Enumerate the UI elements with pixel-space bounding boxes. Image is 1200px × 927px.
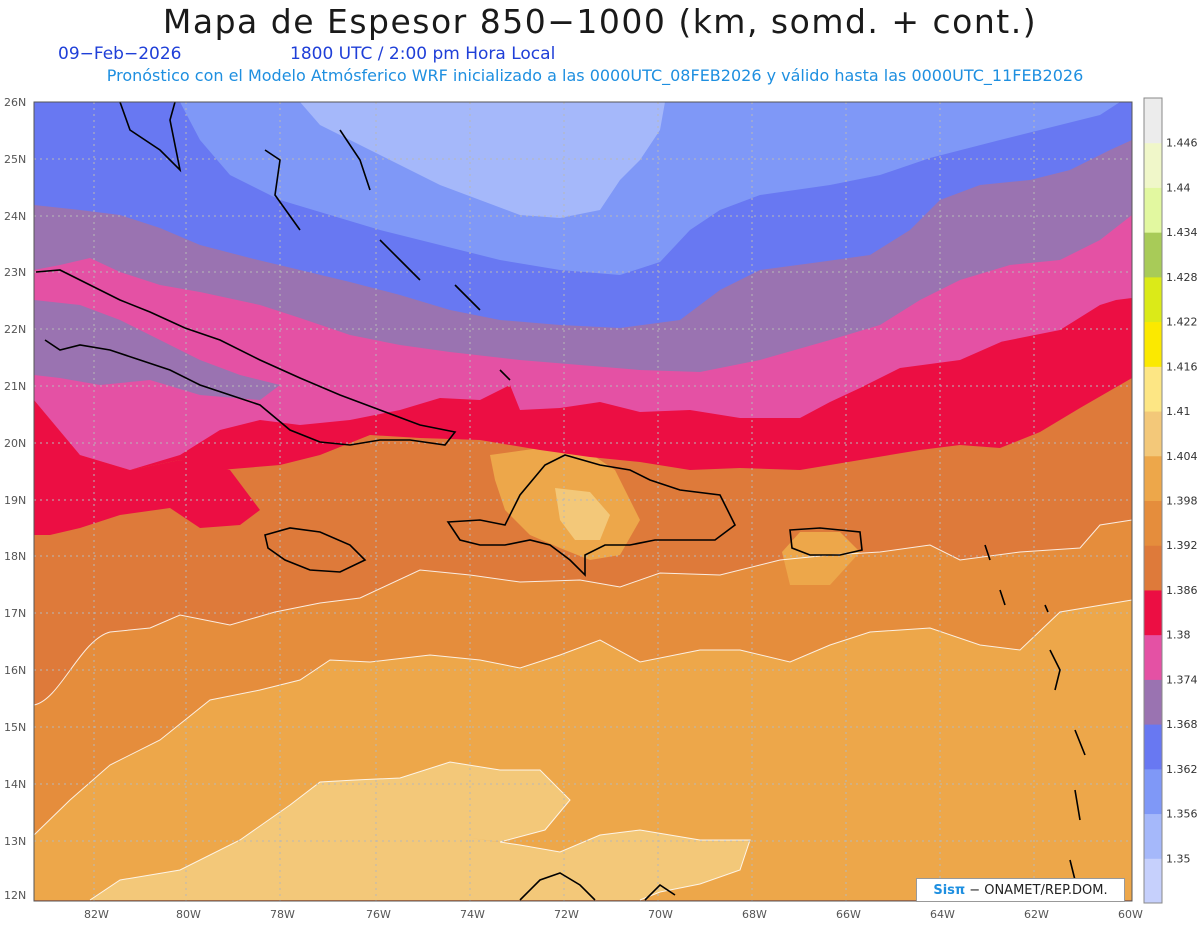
lat-label-20n: 20N — [4, 437, 26, 450]
lat-label-26n: 26N — [4, 96, 26, 109]
lat-label-12n: 12N — [4, 889, 26, 902]
lat-label-14n: 14N — [4, 778, 26, 791]
colorbar-label: 1.41 — [1166, 405, 1191, 418]
colorbar-label: 1.38 — [1166, 629, 1191, 642]
band-1356 — [300, 102, 665, 218]
lat-label-15n: 15N — [4, 721, 26, 734]
credit-box: Sisπ − ONAMET/REP.DOM. — [916, 878, 1125, 902]
colorbar-swatch — [1144, 813, 1162, 859]
colorbar-label: 1.386 — [1166, 584, 1198, 597]
coast-jamaica — [264, 527, 367, 573]
sispi-logo: Sisπ — [933, 882, 966, 898]
coastlines — [35, 102, 1086, 901]
colorbar-swatch — [1144, 634, 1162, 680]
band-1374-cuba — [34, 300, 280, 400]
lat-label-25n: 25N — [4, 153, 26, 166]
lon-label-82w: 82W — [84, 908, 109, 921]
colorbar-label: 1.404 — [1166, 450, 1198, 463]
lat-label-23n: 23N — [4, 266, 26, 279]
colorbar-swatch — [1144, 589, 1162, 636]
colorbar-label: 1.44 — [1166, 181, 1191, 194]
colorbar-label: 1.422 — [1166, 316, 1198, 329]
band-1386-south — [34, 400, 260, 535]
credit-text: − ONAMET/REP.DOM. — [969, 882, 1108, 898]
coast-cuba — [35, 269, 457, 446]
colorbar-label: 1.446 — [1166, 137, 1198, 150]
colorbar-label: 1.428 — [1166, 271, 1198, 284]
lat-lon-grid — [34, 102, 1132, 901]
lat-label-18n: 18N — [4, 550, 26, 563]
lon-label-64w: 64W — [930, 908, 955, 921]
colorbar-swatch — [1144, 366, 1162, 412]
colorbar-swatch — [1144, 411, 1162, 457]
coast-puertorico — [789, 527, 863, 556]
forecast-subtitle: Pronóstico con el Modelo Atmósferico WRF… — [106, 66, 1084, 85]
coast-florida — [119, 102, 182, 173]
lon-label-70w: 70W — [648, 908, 673, 921]
forecast-time: 1800 UTC / 2:00 pm Hora Local — [290, 44, 556, 64]
lat-label-16n: 16N — [4, 664, 26, 677]
lon-label-76w: 76W — [366, 908, 391, 921]
band-1410-puertorico — [782, 532, 860, 585]
colorbar-swatch — [1144, 500, 1162, 546]
lon-label-74w: 74W — [460, 908, 485, 921]
lat-label-24n: 24N — [4, 210, 26, 223]
colorbar-label: 1.398 — [1166, 495, 1198, 508]
band-1416-hispaniola — [555, 488, 610, 540]
colorbar-label: 1.416 — [1166, 360, 1198, 373]
lat-label-21n: 21N — [4, 380, 26, 393]
colorbar-swatch — [1144, 545, 1162, 591]
colorbar-swatch — [1144, 768, 1162, 815]
colorbar-swatch — [1144, 321, 1162, 367]
colorbar-label: 1.374 — [1166, 673, 1198, 686]
colorbar-swatch — [1144, 724, 1162, 770]
coast-bahamas — [264, 129, 511, 381]
colorbar-label: 1.356 — [1166, 808, 1198, 821]
colorbar-frame — [1143, 97, 1163, 904]
colorbar-label: 1.368 — [1166, 718, 1198, 731]
colorbar-swatch — [1144, 679, 1162, 725]
colorbar-label: 1.35 — [1166, 852, 1191, 865]
colorbar-label: 1.434 — [1166, 226, 1198, 239]
colorbar-swatch — [1144, 187, 1162, 233]
lon-label-66w: 66W — [836, 908, 861, 921]
lat-label-22n: 22N — [4, 323, 26, 336]
lon-label-60w: 60W — [1118, 908, 1143, 921]
lat-label-19n: 19N — [4, 494, 26, 507]
lat-label-13n: 13N — [4, 835, 26, 848]
lon-label-72w: 72W — [554, 908, 579, 921]
colorbar-swatch — [1144, 98, 1162, 144]
coast-venezuela — [519, 872, 676, 901]
coast-lesser-antilles — [984, 544, 1086, 881]
colorbar-swatch — [1144, 858, 1162, 904]
colorbar-label: 1.392 — [1166, 539, 1198, 552]
colorbar-swatch — [1144, 142, 1162, 188]
colorbar-swatch — [1144, 276, 1162, 323]
colorbar: 1.35 1.356 1.362 1.368 1.374 1.38 1.386 1.392 1.… — [1143, 97, 1198, 904]
lon-label-78w: 78W — [270, 908, 295, 921]
forecast-date: 09−Feb−2026 — [58, 44, 182, 64]
lon-label-80w: 80W — [176, 908, 201, 921]
lon-label-62w: 62W — [1024, 908, 1049, 921]
colorbar-swatch — [1144, 455, 1162, 501]
lon-label-68w: 68W — [742, 908, 767, 921]
map-title: Mapa de Espesor 850−1000 (km, somd. + co… — [162, 2, 1038, 41]
colorbar-swatch — [1144, 232, 1162, 278]
band-1410 — [90, 762, 750, 900]
colorbar-label: 1.362 — [1166, 763, 1198, 776]
lat-label-17n: 17N — [4, 607, 26, 620]
coast-hispaniola — [446, 454, 737, 577]
